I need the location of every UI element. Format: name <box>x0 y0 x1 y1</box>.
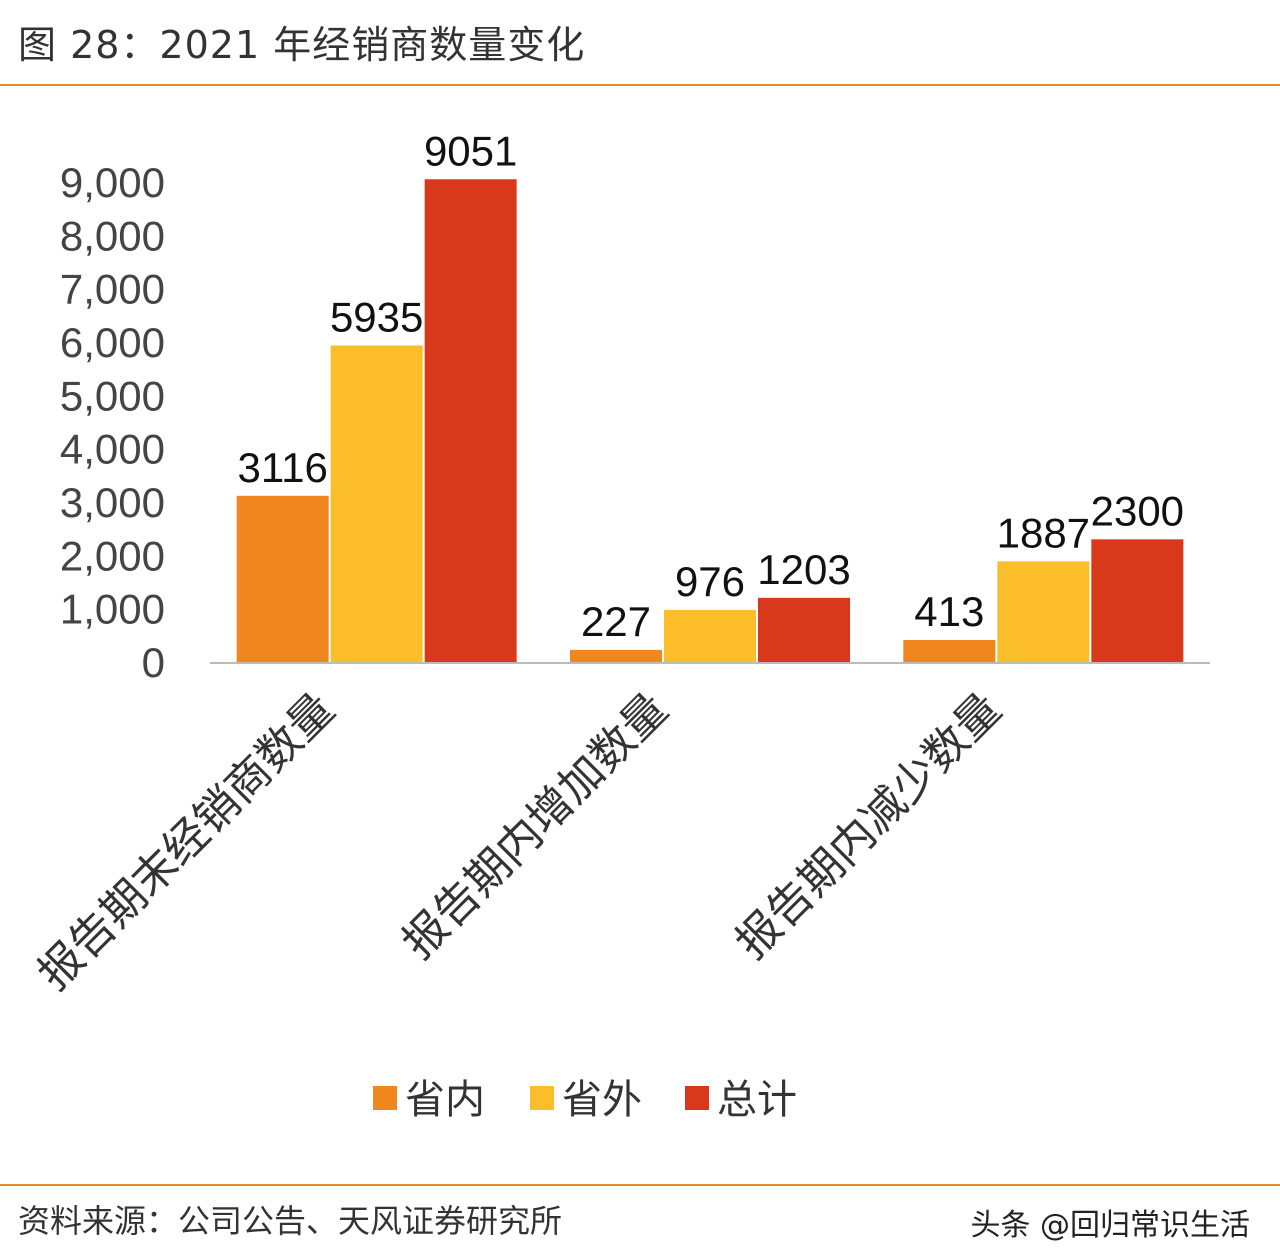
x-category-label: 报告期内减少数量 <box>726 684 1011 969</box>
y-tick-label: 0 <box>142 639 165 686</box>
bar-1-3 <box>903 639 996 662</box>
data-label: 227 <box>581 598 651 645</box>
bar-1-2 <box>570 649 662 662</box>
bar-2-3 <box>997 561 1090 662</box>
legend-label: 省内 <box>405 1077 485 1123</box>
legend-label: 总计 <box>717 1077 797 1123</box>
legend-swatch <box>373 1086 397 1110</box>
data-label: 976 <box>675 558 745 605</box>
data-label: 413 <box>914 588 984 635</box>
data-label: 1203 <box>757 546 850 593</box>
bar-1-1 <box>236 495 329 662</box>
y-tick-label: 1,000 <box>60 586 165 633</box>
bar-3-2 <box>758 597 850 662</box>
legend-swatch <box>685 1086 709 1110</box>
x-category-label: 报告期内增加数量 <box>393 684 678 969</box>
y-tick-label: 9,000 <box>60 159 165 206</box>
data-label: 9051 <box>424 127 517 174</box>
data-label: 5935 <box>330 293 423 340</box>
bar-3-1 <box>424 179 517 662</box>
footer-divider <box>0 1184 1280 1186</box>
figure-title: 图 28：2021 年经销商数量变化 <box>18 23 586 67</box>
bar-2-2 <box>664 609 756 662</box>
y-tick-label: 6,000 <box>60 319 165 366</box>
title-divider <box>0 84 1280 86</box>
x-category-label: 报告期末经销商数量 <box>28 684 344 1000</box>
bar-3-3 <box>1091 539 1184 662</box>
y-tick-label: 4,000 <box>60 426 165 473</box>
data-label: 2300 <box>1091 487 1184 534</box>
data-label: 3116 <box>238 444 328 491</box>
y-tick-label: 8,000 <box>60 212 165 259</box>
y-tick-label: 3,000 <box>60 479 165 526</box>
y-tick-label: 2,000 <box>60 532 165 579</box>
y-tick-label: 7,000 <box>60 266 165 313</box>
legend-swatch <box>530 1086 554 1110</box>
legend-label: 省外 <box>562 1077 642 1123</box>
source-note: 资料来源：公司公告、天风证券研究所 <box>18 1202 563 1240</box>
data-label: 1887 <box>997 509 1090 556</box>
y-tick-label: 5,000 <box>60 372 165 419</box>
watermark: 头条 @回归常识生活 <box>970 1208 1250 1243</box>
bar-2-1 <box>330 345 423 662</box>
